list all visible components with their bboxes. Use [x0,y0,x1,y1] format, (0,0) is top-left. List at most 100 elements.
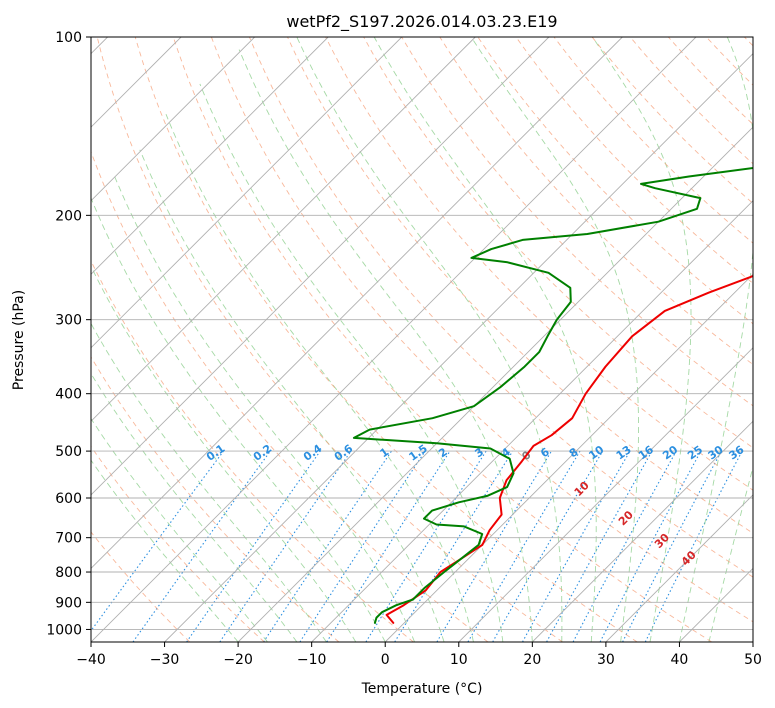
mixing-ratio-label: 20 [660,443,680,463]
dry-adiabat-line [91,150,489,642]
dry-adiabat-label: -80 [0,188,7,211]
isotherm-line [752,641,753,642]
mixing-ratio-label: 16 [636,443,656,463]
isobar-gridlines [91,37,753,630]
mixing-ratio-label: 0.1 [204,442,227,464]
mixing-ratio-lines [91,450,743,642]
dewpoint-line [352,166,753,624]
lcl-label: 10 [572,479,592,499]
moist-adiabat-line [165,114,474,642]
x-axis-title: Temperature (°C) [361,681,483,697]
x-axis-ticks: −40 −30 −20 −10 0 10 20 30 40 50 [76,642,762,668]
moist-adiabat-line [91,459,239,642]
isotherm-line [531,420,753,642]
mixing-ratio-line [394,450,514,642]
mixing-ratio-label: 0.6 [332,442,356,464]
moist-adiabat-line [112,173,416,642]
x-tick-label: 10 [450,652,468,668]
isotherms [91,37,753,642]
moist-adiabats [91,37,753,642]
moist-adiabat-line [296,37,563,642]
dry-adiabat-line [210,37,753,623]
lcl-label: 40 [679,548,699,568]
mixing-ratio-line [326,450,451,642]
isotherm-line [311,200,753,642]
moist-adiabat-line [678,37,753,642]
y-tick-label: 100 [55,30,82,46]
isotherm-line [91,37,550,496]
dry-adiabat-line [91,531,191,642]
plot-area: 0.1 0.2 0.4 0.6 1 1.5 2 3 4 6 8 10 13 16 20 25 30 36-100-… [0,37,753,642]
mixing-ratio-label: 2 [436,445,450,460]
isotherm-line [91,37,256,202]
dry-adiabat-line [667,37,753,125]
mixing-ratio-label: 0.4 [301,442,325,464]
dry-adiabat-line [515,37,753,284]
temperature-line [385,275,753,624]
dry-adiabat-line [705,37,753,86]
chart-title: wetPf2_S197.2026.014.03.23.E19 [286,12,557,32]
x-tick-label: 50 [744,652,762,668]
x-tick-label: −10 [297,652,327,668]
x-tick-label: 40 [671,652,689,668]
moist-adiabat-line [470,37,640,642]
isotherm-line [605,494,753,642]
dry-adiabat-line [134,37,638,642]
x-tick-label: −30 [150,652,180,668]
dry-adiabat-line [287,37,753,534]
x-tick-label: −20 [223,652,253,668]
dry-adiabat-line [439,37,753,366]
mixing-ratio-line [467,450,581,642]
dry-adiabat-line [96,37,563,642]
y-tick-label: 900 [55,595,82,611]
moist-adiabat-line [91,417,268,642]
mixing-ratio-line [132,450,271,642]
dry-adiabat-label: -90 [0,248,22,271]
mixing-ratio-line [299,450,426,642]
dry-adiabat-line [248,37,753,578]
mixing-ratio-label: 36 [727,443,747,463]
sounding-series [352,166,753,624]
mixing-ratio-line [91,450,224,632]
mixing-ratio-label: 25 [685,443,705,462]
mixing-ratio-line [572,450,677,642]
dry-adiabat-line [401,37,753,407]
mixing-ratio-label: 1.5 [406,442,429,464]
isotherm-line [458,347,753,642]
y-tick-label: 700 [55,531,82,547]
moist-adiabat-line [91,197,386,642]
lcl-label: 20 [616,508,636,528]
isotherm-line [164,52,753,642]
y-tick-label: 800 [55,565,82,581]
moist-adiabat-line [592,37,692,642]
isotherm-line [91,37,403,349]
mixing-ratio-line [522,450,631,642]
dry-adiabat-line [91,259,414,642]
isotherm-line [91,37,476,422]
dry-adiabat-line [477,37,753,325]
isotherm-line [384,273,753,642]
y-axis-title: Pressure (hPa) [11,290,27,390]
moist-adiabat-line [199,83,504,642]
moist-adiabat-line [91,265,357,642]
isotherm-line [679,567,753,642]
y-tick-label: 1000 [46,622,82,638]
mixing-ratio-label: 4 [499,445,513,460]
mixing-ratio-line [436,450,552,642]
dry-adiabat-line [591,37,753,204]
y-tick-label: 400 [55,387,82,403]
dry-adiabat-line [325,37,753,491]
moist-adiabat-line [91,372,298,642]
mixing-ratio-line [219,450,352,642]
moist-adiabat-line [91,322,327,642]
x-tick-label: 0 [381,652,390,668]
isotherm-line [91,37,697,642]
moist-adiabat-line [238,49,533,642]
mixing-ratio-line [365,450,487,642]
y-tick-label: 500 [55,444,82,460]
x-tick-label: 30 [597,652,615,668]
isotherm-line [91,37,329,275]
x-tick-label: −40 [76,652,106,668]
lcl-label: 30 [652,531,672,551]
